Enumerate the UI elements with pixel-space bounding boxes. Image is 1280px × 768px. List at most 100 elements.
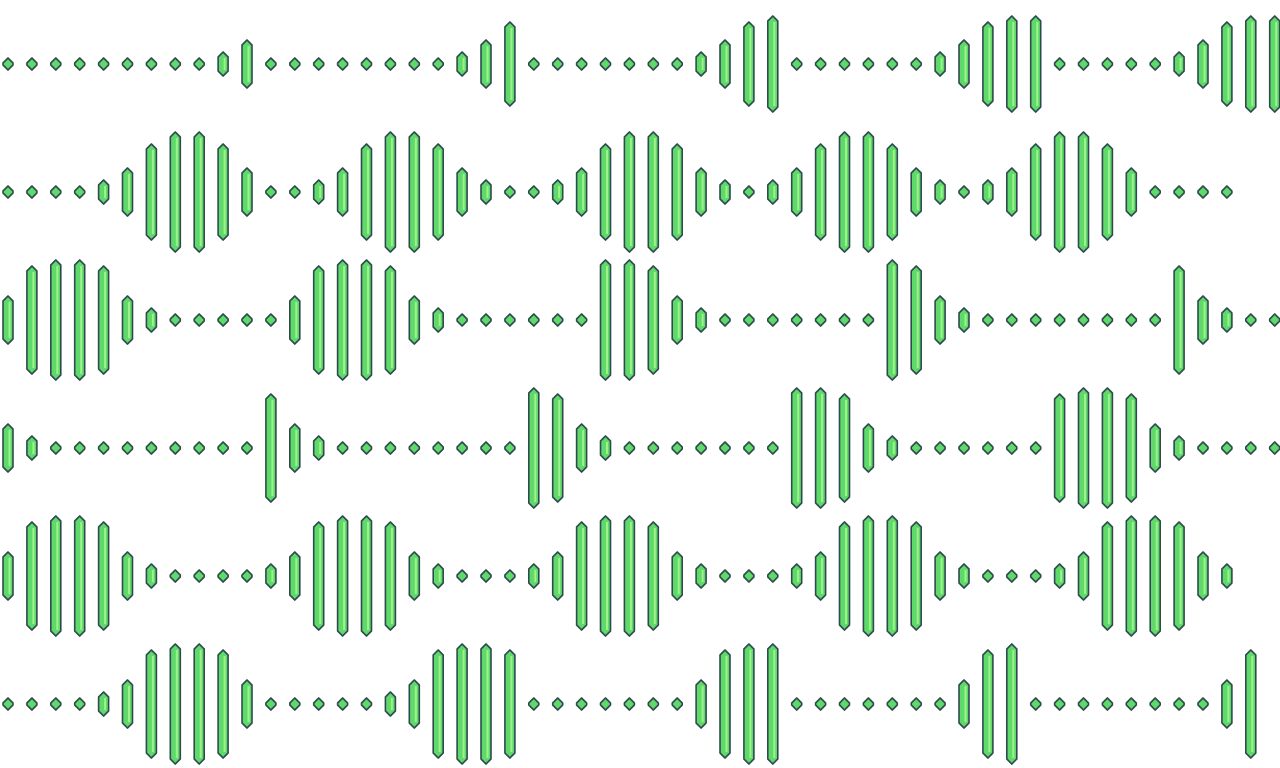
wave-dot bbox=[145, 57, 158, 71]
wave-bar bbox=[1125, 167, 1138, 217]
wave-dot bbox=[1149, 313, 1161, 327]
wave-bar bbox=[671, 295, 684, 345]
wave-dot bbox=[1029, 569, 1042, 583]
wave-bar bbox=[1005, 643, 1018, 765]
wave-bar bbox=[2, 551, 14, 601]
wave-dot bbox=[862, 697, 875, 711]
wave-dot bbox=[1125, 313, 1138, 327]
wave-dot bbox=[169, 57, 182, 71]
wave-bar bbox=[241, 167, 253, 217]
wave-dot bbox=[193, 57, 205, 71]
wave-bar bbox=[456, 51, 468, 77]
wave-dot bbox=[1221, 441, 1233, 455]
wave-bar bbox=[695, 679, 707, 729]
wave-bar bbox=[647, 521, 660, 631]
wave-dot bbox=[766, 569, 779, 583]
wave-dot bbox=[1005, 441, 1018, 455]
wave-dot bbox=[982, 569, 994, 583]
wave-bar bbox=[790, 387, 803, 509]
wave-bar bbox=[551, 551, 564, 601]
wave-bar bbox=[599, 143, 612, 241]
wave-bar bbox=[456, 643, 468, 765]
wave-bar bbox=[934, 179, 946, 205]
wave-bar bbox=[360, 259, 373, 381]
wave-dot bbox=[49, 441, 62, 455]
wave-bar bbox=[1268, 15, 1280, 113]
wave-bar bbox=[934, 295, 946, 345]
wave-bar bbox=[958, 39, 970, 89]
wave-bar bbox=[265, 563, 277, 589]
wave-bar bbox=[1173, 51, 1185, 77]
wave-bar bbox=[408, 131, 421, 253]
wave-bar bbox=[456, 167, 468, 217]
wave-dot bbox=[121, 441, 134, 455]
wave-dot bbox=[934, 441, 946, 455]
wave-bar bbox=[1221, 563, 1233, 589]
wave-dot bbox=[671, 441, 684, 455]
wave-dot bbox=[360, 441, 373, 455]
wave-bar bbox=[1077, 131, 1090, 253]
wave-bar bbox=[886, 259, 899, 381]
wave-dot bbox=[312, 57, 325, 71]
wave-dot bbox=[886, 57, 899, 71]
wave-bar bbox=[814, 387, 827, 509]
wave-dot bbox=[599, 697, 612, 711]
wave-bar bbox=[647, 265, 660, 375]
wave-bar bbox=[958, 563, 970, 589]
wave-dot bbox=[647, 57, 660, 71]
wave-bar bbox=[97, 521, 110, 631]
wave-row bbox=[2, 259, 1280, 381]
wave-dot bbox=[145, 441, 158, 455]
wave-dot bbox=[408, 57, 421, 71]
wave-dot bbox=[360, 697, 373, 711]
wave-bar bbox=[695, 307, 707, 333]
wave-dot bbox=[49, 185, 62, 199]
wave-bar bbox=[26, 435, 38, 461]
wave-bar bbox=[766, 179, 779, 205]
wave-dot bbox=[456, 441, 468, 455]
wave-dot bbox=[766, 441, 779, 455]
wave-dot bbox=[1005, 313, 1018, 327]
wave-dot bbox=[504, 441, 516, 455]
wave-bar bbox=[1173, 521, 1185, 631]
wave-dot bbox=[910, 697, 923, 711]
wave-bar bbox=[719, 39, 731, 89]
wave-bar bbox=[838, 393, 851, 503]
wave-bar bbox=[384, 521, 397, 631]
wave-dot bbox=[862, 57, 875, 71]
wave-bar bbox=[623, 515, 636, 637]
wave-dot bbox=[217, 313, 229, 327]
wave-bar bbox=[527, 563, 540, 589]
wave-row bbox=[2, 131, 1233, 253]
wave-bar bbox=[26, 521, 38, 631]
wave-dot bbox=[623, 57, 636, 71]
wave-bar bbox=[408, 295, 421, 345]
wave-dot bbox=[1125, 57, 1138, 71]
wave-bar bbox=[1197, 551, 1209, 601]
wave-bar bbox=[336, 259, 349, 381]
wave-bar bbox=[695, 167, 707, 217]
wave-dot bbox=[241, 441, 253, 455]
wave-dot bbox=[743, 441, 755, 455]
wave-dot bbox=[814, 57, 827, 71]
wave-dot bbox=[1053, 57, 1066, 71]
wave-bar bbox=[1197, 39, 1209, 89]
wave-dot bbox=[743, 569, 755, 583]
wave-bar bbox=[1053, 131, 1066, 253]
wave-dot bbox=[623, 441, 636, 455]
wave-row bbox=[2, 15, 1280, 113]
wave-dot bbox=[1077, 697, 1090, 711]
wave-bar bbox=[2, 423, 14, 473]
wave-dot bbox=[2, 697, 14, 711]
wave-bar bbox=[838, 521, 851, 631]
wave-dot bbox=[719, 441, 731, 455]
wave-bar bbox=[1101, 521, 1114, 631]
wave-dot bbox=[265, 57, 277, 71]
wave-dot bbox=[575, 57, 588, 71]
wave-bar bbox=[312, 265, 325, 375]
wave-bar bbox=[121, 551, 134, 601]
wave-dot bbox=[838, 697, 851, 711]
wave-bar bbox=[623, 259, 636, 381]
wave-bar bbox=[336, 515, 349, 637]
wave-bar bbox=[312, 435, 325, 461]
